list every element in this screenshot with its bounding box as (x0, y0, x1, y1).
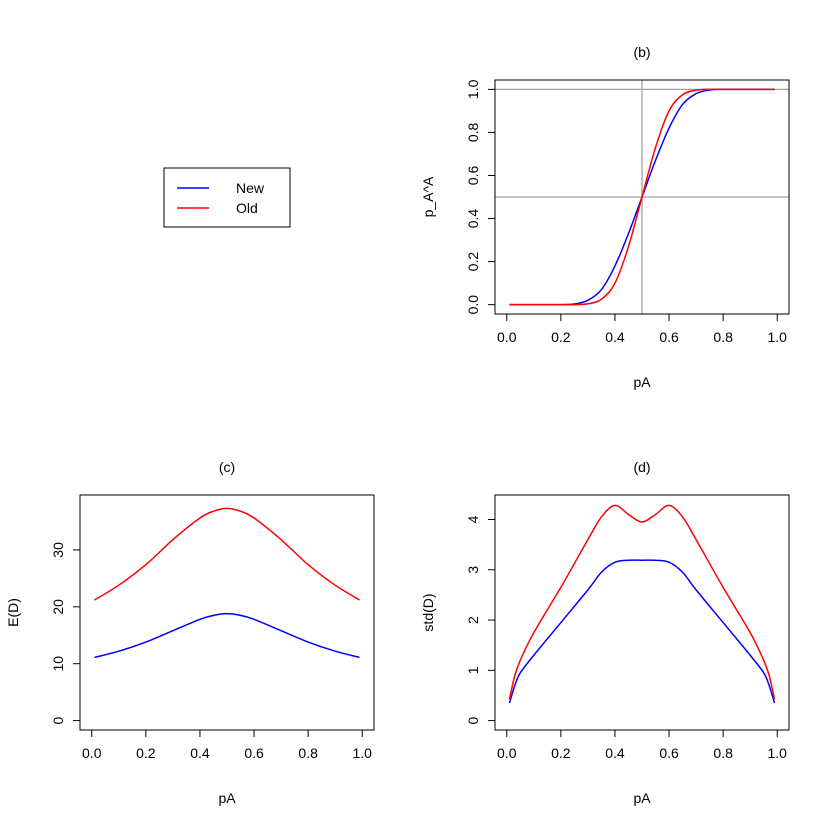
y-tick-label: 10 (50, 656, 66, 672)
x-tick-label: 0.4 (605, 745, 625, 761)
panel-b: 0.0 0.2 0.4 0.6 0.8 1.0 0.0 0.2 0.4 0.6 0.8 1.0 (b) p… (420, 44, 790, 390)
legend-box (163, 167, 291, 228)
x-tick-label: 0.6 (244, 745, 264, 761)
y-axis-label: p_A^A (420, 176, 436, 217)
x-tick-label: 0.8 (713, 745, 733, 761)
series-line-old (94, 507, 360, 601)
y-tick-label: 0 (465, 716, 481, 724)
y-axis-label: E(D) (5, 598, 21, 627)
y-tick-label: 2 (465, 616, 481, 624)
x-tick-label: 1.0 (768, 745, 788, 761)
y-tick-label: 30 (50, 542, 66, 558)
series-line-old (509, 88, 775, 306)
y-tick-label: 0.0 (465, 295, 481, 315)
x-tick-label: 0.2 (551, 329, 571, 345)
y-tick-label: 0 (50, 716, 66, 724)
y-tick-label: 20 (50, 599, 66, 615)
x-tick-label: 0.0 (497, 329, 517, 345)
x-tick-label: 0.2 (551, 745, 571, 761)
y-tick-label: 1 (465, 666, 481, 674)
x-tick-label: 1.0 (768, 329, 788, 345)
x-tick-label: 0.2 (136, 745, 156, 761)
x-tick-label: 0.4 (190, 745, 210, 761)
y-tick-label: 0.6 (465, 166, 481, 186)
y-tick-label: 0.8 (465, 122, 481, 142)
x-tick-label: 1.0 (353, 745, 373, 761)
y-tick-label: 3 (465, 566, 481, 574)
x-axis-label: pA (633, 790, 651, 806)
series-line-new (508, 559, 776, 704)
y-tick-label: 1.0 (465, 79, 481, 99)
x-axis-label: pA (218, 790, 236, 806)
panel-title: (d) (633, 459, 650, 475)
y-tick-label: 0.2 (465, 252, 481, 272)
legend-label-new: New (236, 180, 265, 196)
x-tick-label: 0.0 (82, 745, 102, 761)
panel-c: 0.0 0.2 0.4 0.6 0.8 1.0 0 10 20 30 (c) pA E(D) (5, 459, 375, 806)
x-tick-label: 0.0 (497, 745, 517, 761)
panel-title: (b) (633, 44, 650, 60)
legend-label-old: Old (236, 200, 258, 216)
plot-frame (494, 79, 790, 315)
x-tick-label: 0.8 (713, 329, 733, 345)
x-tick-label: 0.6 (659, 329, 679, 345)
x-tick-label: 0.4 (605, 329, 625, 345)
x-axis-label: pA (633, 374, 651, 390)
panel-d: 0.0 0.2 0.4 0.6 0.8 1.0 0 1 2 3 4 (d) pA std(D) (420, 459, 790, 806)
legend: New Old (163, 167, 291, 228)
plot-frame (494, 494, 790, 731)
y-tick-label: 4 (465, 515, 481, 523)
y-tick-label: 0.4 (465, 209, 481, 229)
x-tick-label: 0.8 (298, 745, 318, 761)
series-line-new (94, 612, 360, 659)
plot-frame (79, 494, 375, 731)
y-axis-label: std(D) (420, 593, 436, 631)
panel-title: (c) (219, 459, 235, 475)
series-line-old (508, 504, 776, 700)
x-tick-label: 0.6 (659, 745, 679, 761)
